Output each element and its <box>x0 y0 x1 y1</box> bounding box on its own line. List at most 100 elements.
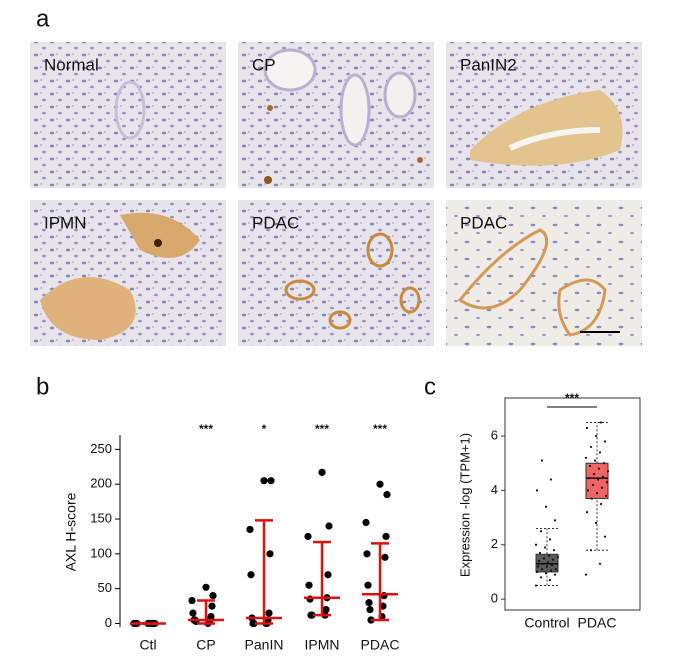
data-point <box>202 583 210 591</box>
stain <box>399 286 421 314</box>
x-tick-label: Ctl <box>139 637 156 653</box>
data-point <box>536 565 540 568</box>
tile: PDAC <box>238 200 434 346</box>
tile: CP <box>238 42 434 188</box>
data-point <box>548 579 552 582</box>
y-tick-label: 200 <box>90 476 112 491</box>
data-point <box>550 564 554 567</box>
y-tick-label: 0 <box>105 615 112 630</box>
data-point <box>603 440 607 443</box>
significance: *** <box>199 422 213 436</box>
data-point <box>250 619 258 628</box>
duct <box>114 80 146 140</box>
data-point <box>541 562 545 565</box>
data-point <box>585 511 589 514</box>
data-point <box>246 525 254 534</box>
tile-label: PDAC <box>252 213 299 232</box>
x-tick-label: PDAC <box>361 637 400 653</box>
x-tick-label: Control <box>524 615 569 631</box>
data-point <box>544 572 548 575</box>
stain <box>120 212 200 258</box>
data-point <box>604 494 608 497</box>
tile-label: PDAC <box>460 213 507 232</box>
plot-frame <box>504 397 641 611</box>
data-point <box>266 550 274 558</box>
data-point <box>556 555 560 559</box>
y-axis-label: Expression -log (TPM+1) <box>457 433 472 577</box>
data-point <box>553 519 557 522</box>
data-point <box>365 599 373 607</box>
tile: Normal <box>30 42 226 188</box>
duct <box>339 73 371 147</box>
data-point <box>594 521 598 525</box>
data-point <box>606 470 610 473</box>
data-point <box>597 467 601 470</box>
data-point <box>600 486 604 489</box>
data-point <box>584 573 588 576</box>
data-point <box>601 475 605 478</box>
stain <box>264 176 272 184</box>
data-point <box>552 549 556 552</box>
significance: * <box>262 422 267 436</box>
stain <box>557 278 607 337</box>
y-tick-label: 4 <box>491 482 498 497</box>
data-point <box>260 477 268 485</box>
stain <box>40 277 136 340</box>
significance: *** <box>565 391 579 405</box>
data-point <box>189 609 197 617</box>
data-point <box>548 538 552 541</box>
stain <box>470 90 623 166</box>
data-point <box>208 602 216 610</box>
y-tick-label: 100 <box>90 545 112 560</box>
data-point <box>308 611 316 619</box>
x-tick-label: CP <box>196 637 215 653</box>
stain <box>366 232 394 268</box>
data-point <box>596 478 600 481</box>
data-point <box>540 459 544 462</box>
box <box>585 462 609 500</box>
tile-label: CP <box>252 55 276 74</box>
stain <box>417 157 423 163</box>
data-point <box>362 518 370 527</box>
x-tick-label: PanIN <box>245 637 284 653</box>
data-point <box>584 456 588 459</box>
data-point <box>188 596 196 605</box>
data-point <box>537 559 541 563</box>
panel-label: a <box>36 5 50 32</box>
data-point <box>376 480 384 488</box>
data-point <box>540 568 544 571</box>
histology-image <box>238 200 434 346</box>
data-point <box>366 605 374 614</box>
tile-label: PanIN2 <box>460 55 517 74</box>
data-point <box>598 451 602 454</box>
data-point <box>593 459 597 462</box>
data-point <box>547 554 551 557</box>
data-point <box>599 421 603 424</box>
data-point <box>595 492 599 495</box>
data-point <box>535 489 539 492</box>
data-point <box>381 553 389 561</box>
data-point <box>539 530 543 533</box>
data-point <box>605 481 609 484</box>
data-point <box>587 477 591 480</box>
data-point <box>322 605 330 614</box>
y-tick-label: 150 <box>90 510 112 525</box>
stain <box>284 279 316 301</box>
data-point <box>383 491 391 499</box>
data-point <box>247 571 255 579</box>
data-point <box>209 592 217 600</box>
data-point <box>539 576 543 579</box>
data-point <box>305 581 313 589</box>
data-point <box>589 445 593 449</box>
data-point <box>542 557 546 560</box>
data-point <box>553 573 557 576</box>
data-point <box>554 568 558 571</box>
y-tick-label: 50 <box>98 580 112 595</box>
stain <box>154 239 162 247</box>
data-point <box>590 497 594 500</box>
stain <box>457 228 549 310</box>
data-point <box>545 565 549 568</box>
x-tick-label: PDAC <box>578 615 617 631</box>
y-tick-label: 250 <box>90 441 112 456</box>
